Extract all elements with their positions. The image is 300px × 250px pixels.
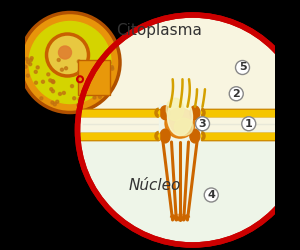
Circle shape xyxy=(165,108,195,138)
Circle shape xyxy=(34,70,37,73)
Bar xyxy=(201,133,300,139)
Wedge shape xyxy=(80,130,300,242)
Circle shape xyxy=(41,80,44,83)
Circle shape xyxy=(62,92,65,94)
Text: 2: 2 xyxy=(232,89,240,99)
Circle shape xyxy=(49,79,52,82)
Circle shape xyxy=(56,100,59,103)
Circle shape xyxy=(101,75,104,78)
Circle shape xyxy=(51,80,54,83)
Circle shape xyxy=(196,117,209,131)
Circle shape xyxy=(78,98,81,100)
Ellipse shape xyxy=(172,214,188,221)
Circle shape xyxy=(57,58,60,61)
Wedge shape xyxy=(80,18,300,130)
Circle shape xyxy=(51,101,54,104)
Circle shape xyxy=(36,66,39,69)
Circle shape xyxy=(60,68,63,71)
Circle shape xyxy=(77,104,80,107)
Circle shape xyxy=(77,15,300,245)
Ellipse shape xyxy=(167,98,193,136)
Circle shape xyxy=(34,81,38,84)
Text: 1: 1 xyxy=(245,119,253,129)
Bar xyxy=(80,110,159,116)
Circle shape xyxy=(58,46,71,59)
Circle shape xyxy=(27,60,30,64)
Circle shape xyxy=(46,34,88,76)
Circle shape xyxy=(85,84,88,87)
Circle shape xyxy=(108,61,111,64)
Circle shape xyxy=(50,88,53,91)
Circle shape xyxy=(77,60,80,63)
Circle shape xyxy=(78,70,81,74)
Bar xyxy=(80,109,300,116)
Circle shape xyxy=(242,117,256,131)
Ellipse shape xyxy=(190,129,200,143)
Circle shape xyxy=(236,60,250,74)
Circle shape xyxy=(30,57,33,60)
Ellipse shape xyxy=(160,106,170,120)
Bar xyxy=(80,133,159,139)
Circle shape xyxy=(93,81,96,84)
Ellipse shape xyxy=(174,118,193,136)
Ellipse shape xyxy=(166,98,184,121)
Bar xyxy=(159,104,201,142)
Bar xyxy=(80,110,300,116)
Bar xyxy=(80,133,300,139)
Circle shape xyxy=(40,97,43,100)
Circle shape xyxy=(52,80,55,84)
Circle shape xyxy=(20,12,120,112)
Circle shape xyxy=(93,96,96,99)
Text: 5: 5 xyxy=(239,62,246,72)
Circle shape xyxy=(92,78,95,81)
Bar xyxy=(201,132,300,140)
Circle shape xyxy=(47,73,50,76)
Circle shape xyxy=(53,103,56,106)
Circle shape xyxy=(87,70,90,72)
Circle shape xyxy=(98,96,101,98)
Circle shape xyxy=(89,76,92,79)
Bar xyxy=(201,110,300,116)
Circle shape xyxy=(26,58,29,60)
Text: 3: 3 xyxy=(199,119,206,129)
Circle shape xyxy=(26,74,29,77)
Circle shape xyxy=(103,82,106,86)
Bar xyxy=(80,132,300,140)
Circle shape xyxy=(89,74,92,77)
Circle shape xyxy=(70,84,74,87)
Circle shape xyxy=(111,67,114,70)
Circle shape xyxy=(73,97,76,100)
Circle shape xyxy=(52,90,55,93)
Text: 4: 4 xyxy=(207,190,215,200)
Circle shape xyxy=(64,67,68,70)
Circle shape xyxy=(52,80,55,83)
Text: Núcleo: Núcleo xyxy=(129,178,181,192)
Circle shape xyxy=(58,92,61,96)
Circle shape xyxy=(29,63,32,66)
Bar xyxy=(80,132,159,140)
Circle shape xyxy=(24,65,27,68)
Circle shape xyxy=(204,188,218,202)
Text: Citoplasma: Citoplasma xyxy=(116,22,202,38)
Ellipse shape xyxy=(160,129,170,143)
Circle shape xyxy=(229,87,243,101)
Bar xyxy=(80,109,159,116)
Bar xyxy=(201,109,300,116)
Circle shape xyxy=(110,66,113,68)
Circle shape xyxy=(29,58,32,61)
Circle shape xyxy=(79,99,82,102)
Bar xyxy=(77,60,110,95)
Circle shape xyxy=(29,22,111,103)
Ellipse shape xyxy=(190,106,200,120)
Circle shape xyxy=(98,88,101,91)
